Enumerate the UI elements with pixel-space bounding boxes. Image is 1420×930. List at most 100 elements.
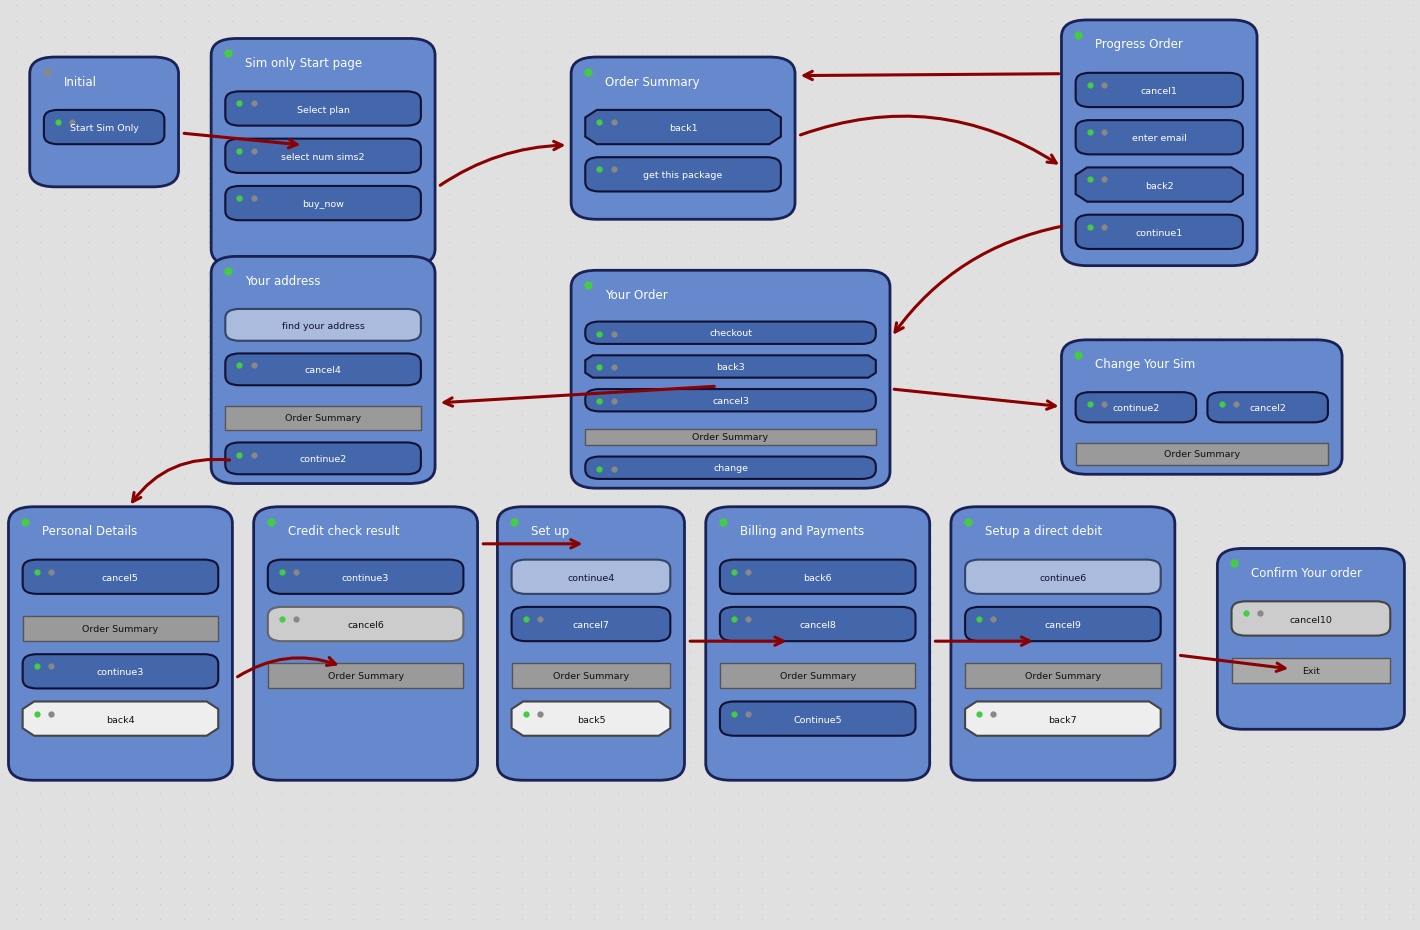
FancyBboxPatch shape [511,607,670,641]
Text: Order Summary: Order Summary [285,415,361,423]
Text: Order Summary: Order Summary [1025,672,1100,682]
Text: cancel2: cancel2 [1250,405,1287,413]
Text: cancel5: cancel5 [102,574,139,583]
FancyBboxPatch shape [23,560,219,594]
Text: enter email: enter email [1132,134,1187,143]
FancyBboxPatch shape [585,157,781,192]
Text: change: change [713,464,748,473]
Text: Sim only Start page: Sim only Start page [246,57,362,70]
Text: Order Summary: Order Summary [780,672,856,682]
Text: select num sims2: select num sims2 [281,153,365,162]
FancyBboxPatch shape [226,443,420,474]
Polygon shape [585,355,876,378]
Text: continue6: continue6 [1039,574,1086,583]
FancyBboxPatch shape [585,322,876,344]
Text: continue2: continue2 [300,456,346,464]
Bar [226,406,420,430]
FancyBboxPatch shape [511,560,670,594]
FancyBboxPatch shape [720,701,916,736]
Text: find your address: find your address [281,322,365,331]
FancyBboxPatch shape [9,507,233,780]
FancyBboxPatch shape [226,186,420,220]
Text: Personal Details: Personal Details [43,525,138,538]
Text: buy_now: buy_now [302,200,344,209]
Text: Set up: Set up [531,525,569,538]
Text: get this package: get this package [643,171,723,180]
Polygon shape [1075,167,1242,202]
FancyBboxPatch shape [571,271,890,488]
Text: back1: back1 [669,124,697,133]
FancyBboxPatch shape [268,560,463,594]
FancyBboxPatch shape [497,507,684,780]
Text: cancel8: cancel8 [799,621,836,631]
Text: Your address: Your address [246,275,321,288]
Text: back3: back3 [716,363,746,372]
Text: Order Summary: Order Summary [552,672,629,682]
Text: continue3: continue3 [97,669,143,677]
Text: cancel1: cancel1 [1140,87,1177,96]
Text: continue1: continue1 [1136,229,1183,238]
FancyBboxPatch shape [706,507,930,780]
Text: cancel7: cancel7 [572,621,609,631]
Text: Setup a direct debit: Setup a direct debit [985,525,1102,538]
Bar [585,429,876,445]
Text: back6: back6 [804,574,832,583]
Text: Your Order: Your Order [605,289,667,302]
Text: continue2: continue2 [1112,405,1160,413]
FancyBboxPatch shape [1231,602,1390,635]
Text: checkout: checkout [709,329,753,339]
FancyBboxPatch shape [254,507,477,780]
FancyBboxPatch shape [23,654,219,688]
Text: cancel9: cancel9 [1045,621,1081,631]
FancyBboxPatch shape [226,91,420,126]
Polygon shape [966,701,1160,736]
Text: Order Summary: Order Summary [328,672,403,682]
Text: Continue5: Continue5 [794,716,842,724]
Text: Exit: Exit [1302,667,1319,676]
Bar [1231,658,1390,683]
Text: cancel3: cancel3 [711,397,748,405]
Text: Credit check result: Credit check result [288,525,399,538]
Text: Order Summary: Order Summary [693,433,768,442]
Text: Progress Order: Progress Order [1095,38,1183,51]
Text: Change Your Sim: Change Your Sim [1095,358,1196,371]
Text: back5: back5 [577,716,605,724]
FancyBboxPatch shape [1075,73,1242,107]
FancyBboxPatch shape [30,57,179,187]
FancyBboxPatch shape [571,57,795,219]
Text: Confirm Your order: Confirm Your order [1251,567,1362,580]
Bar [23,616,219,641]
FancyBboxPatch shape [585,389,876,411]
FancyBboxPatch shape [1075,120,1242,154]
Bar [966,663,1160,688]
Polygon shape [585,110,781,144]
FancyBboxPatch shape [1075,215,1242,249]
Text: Order Summary: Order Summary [1164,450,1240,459]
FancyBboxPatch shape [951,507,1174,780]
Text: cancel6: cancel6 [346,621,383,631]
Text: back4: back4 [106,716,135,724]
FancyBboxPatch shape [585,457,876,479]
Bar [1075,443,1328,465]
FancyBboxPatch shape [720,607,916,641]
Text: Select plan: Select plan [297,106,349,114]
FancyBboxPatch shape [966,607,1160,641]
Text: continue4: continue4 [568,574,615,583]
Text: Billing and Payments: Billing and Payments [740,525,863,538]
Text: cancel4: cancel4 [305,366,342,376]
FancyBboxPatch shape [720,560,916,594]
Text: back2: back2 [1145,181,1173,191]
FancyBboxPatch shape [212,257,435,484]
Polygon shape [23,701,219,736]
FancyBboxPatch shape [966,560,1160,594]
Text: Initial: Initial [64,75,97,88]
FancyBboxPatch shape [1217,549,1404,729]
Text: continue3: continue3 [342,574,389,583]
Bar [268,663,463,688]
FancyBboxPatch shape [212,38,435,266]
FancyBboxPatch shape [226,309,420,340]
FancyBboxPatch shape [1075,392,1196,422]
Bar [720,663,916,688]
Text: back7: back7 [1048,716,1078,724]
FancyBboxPatch shape [44,110,165,144]
